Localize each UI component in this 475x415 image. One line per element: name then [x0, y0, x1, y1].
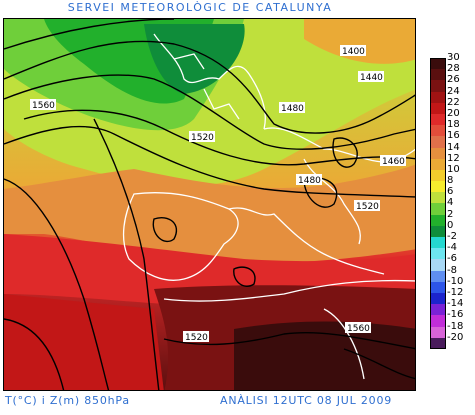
colorbar-label: 12 — [447, 152, 460, 164]
contour-label: 1560 — [32, 101, 55, 111]
colorbar-label: -20 — [447, 331, 464, 343]
colorbar-label: -14 — [447, 298, 464, 310]
colorbar-label: 28 — [447, 63, 460, 75]
map-title: SERVEI METEOROLÒGIC DE CATALUNYA — [67, 1, 333, 14]
contour-label-box — [296, 174, 322, 185]
colorbar-label: -18 — [447, 320, 464, 332]
analysis-time: ANÀLISI 12UTC 08 JUL 2009 — [220, 394, 393, 407]
colorbar-label: 26 — [447, 74, 460, 86]
colorbar-cell — [430, 237, 446, 249]
colorbar-cell — [430, 326, 446, 338]
contour-label: 1520 — [185, 333, 208, 343]
contour-label: 1460 — [382, 157, 405, 167]
colorbar-cell — [430, 337, 446, 349]
contour-label-box — [354, 200, 380, 211]
colorbar-labels: 30 28 26 24 22 20 18 16 14 12 10 8 6 4 2 0 -2 -4 -6 -8 -10 -1… — [447, 52, 475, 343]
colorbar-cell — [430, 203, 446, 215]
contour-label-box — [340, 45, 366, 56]
colorbar-cell — [430, 113, 446, 126]
contour-label: 1440 — [360, 73, 383, 83]
colorbar-cell — [430, 292, 446, 305]
colorbar-cell — [430, 58, 446, 70]
colorbar-cell — [430, 281, 446, 293]
variable-caption: T(°C) i Z(m) 850hPa — [5, 394, 130, 407]
band-12-ne — [304, 19, 415, 64]
colorbar-cell — [430, 248, 446, 260]
contour-label-box — [358, 71, 384, 82]
colorbar-cell — [430, 102, 446, 114]
colorbar-label: 24 — [447, 85, 460, 97]
colorbar-cell — [430, 259, 446, 271]
colorbar-label: 2 — [447, 208, 454, 220]
colorbar-label: -2 — [447, 231, 457, 242]
contour-label-box — [380, 155, 406, 166]
colorbar-cell — [430, 169, 446, 182]
colorbar — [430, 58, 446, 349]
contour-label: 1560 — [347, 324, 370, 334]
band-30 — [234, 321, 415, 390]
colorbar-cell — [430, 214, 446, 226]
colorbar-label: 4 — [447, 197, 454, 209]
contour-label: 1400 — [342, 47, 365, 57]
contour-label-box — [345, 322, 371, 333]
colorbar-cell — [430, 181, 446, 193]
contour-label: 1480 — [298, 176, 321, 186]
colorbar-cell — [430, 91, 446, 103]
contour-lines — [4, 19, 415, 390]
contour-label-box — [183, 331, 209, 342]
colorbar-cell — [430, 125, 446, 137]
colorbar-cell — [430, 147, 446, 159]
colorbar-cell — [430, 69, 446, 81]
colorbar-label: -6 — [447, 253, 457, 265]
contour-label: 1520 — [356, 202, 379, 212]
contour-label: 1480 — [281, 104, 304, 114]
colorbar-label: -4 — [447, 242, 457, 254]
colorbar-cell — [430, 136, 446, 148]
map-panel: 1400 1440 1480 1560 1520 1460 1480 1520 … — [3, 18, 416, 391]
colorbar-label: 6 — [447, 186, 454, 198]
colorbar-label: -8 — [447, 264, 457, 276]
colorbar-cell — [430, 315, 446, 327]
colorbar-label: -10 — [447, 275, 464, 287]
colorbar-label: 0 — [447, 219, 454, 231]
colorbar-cell — [430, 225, 446, 237]
temperature-map: 1400 1440 1480 1560 1520 1460 1480 1520 … — [4, 19, 415, 390]
contour-label-box — [279, 102, 305, 113]
colorbar-label: 20 — [447, 107, 460, 119]
colorbar-label: 8 — [447, 175, 454, 187]
colorbar-label: 18 — [447, 119, 460, 131]
colorbar-cell — [430, 80, 446, 92]
colorbar-label: 14 — [447, 141, 460, 153]
colorbar-label: 22 — [447, 96, 460, 108]
colorbar-label: 30 — [447, 52, 460, 63]
band-0 — [144, 24, 245, 94]
contour-label-group: 1400 1440 1480 1560 1520 1460 1480 1520 … — [30, 45, 406, 343]
band-14 — [4, 164, 415, 264]
band-22 — [4, 294, 164, 390]
colorbar-cell — [430, 192, 446, 204]
colorbar-label: 16 — [447, 130, 460, 142]
colorbar-label: -16 — [447, 309, 464, 321]
colorbar-cell — [430, 270, 446, 282]
contour-label-box — [189, 131, 215, 142]
contour-label-box — [30, 99, 56, 110]
colorbar-label: 10 — [447, 163, 460, 175]
colorbar-label: -12 — [447, 286, 464, 298]
colorbar-cell — [430, 304, 446, 316]
contour-label: 1520 — [191, 133, 214, 143]
colorbar-cell — [430, 158, 446, 170]
